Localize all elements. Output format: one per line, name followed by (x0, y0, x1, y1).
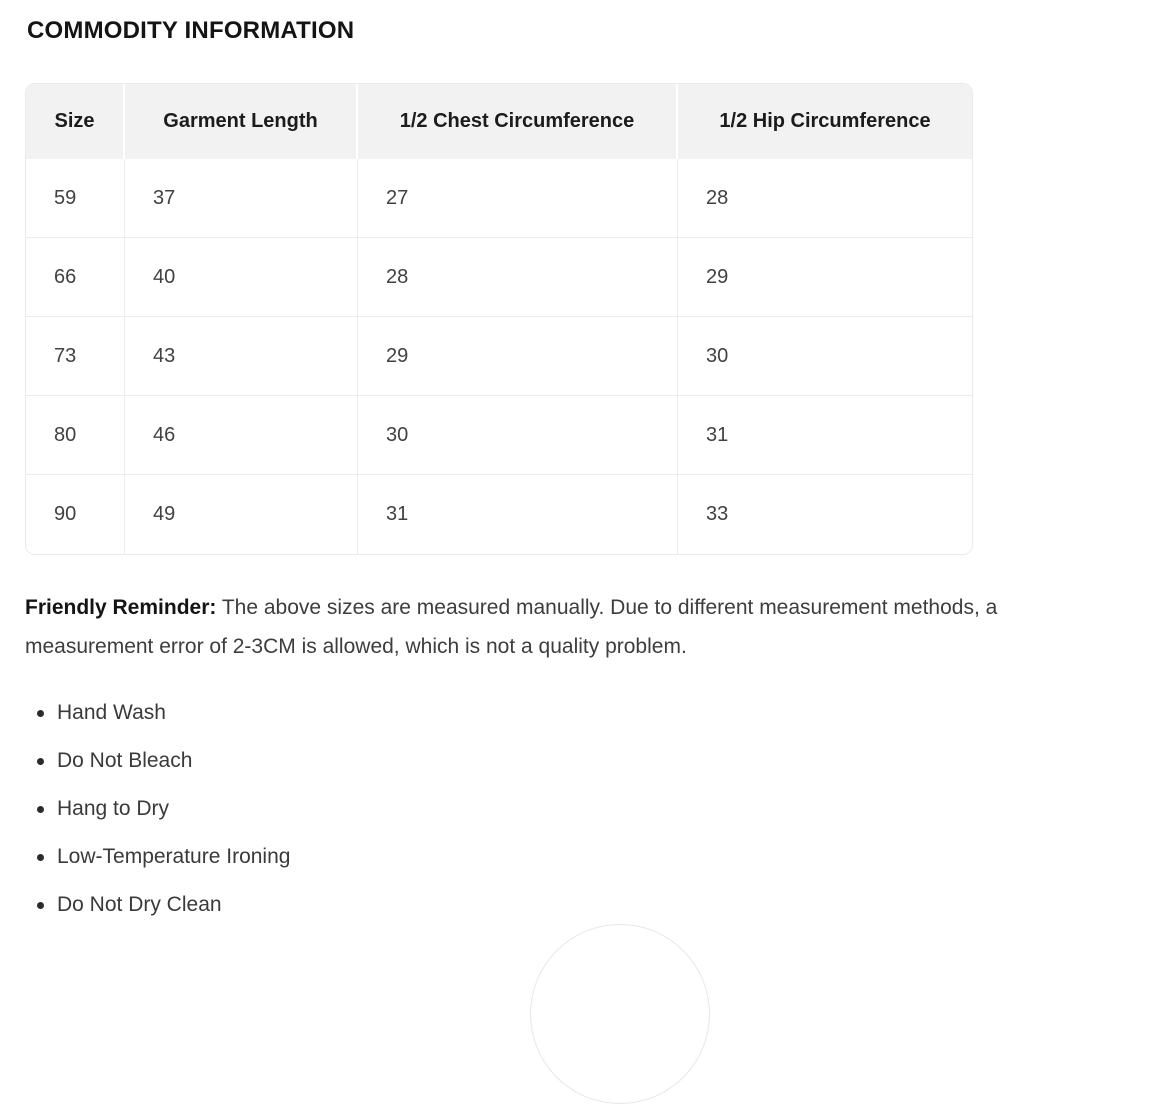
list-item-label: Do Not Dry Clean (57, 893, 222, 916)
table-row: 80 46 30 31 (26, 396, 972, 475)
table-cell: 49 (125, 475, 358, 554)
list-item: Hang to Dry (25, 785, 1172, 833)
list-item-label: Do Not Bleach (57, 749, 193, 772)
size-chart-table: Size Garment Length 1/2 Chest Circumfere… (26, 84, 972, 554)
bullet-icon (37, 853, 44, 861)
list-item: Do Not Bleach (25, 737, 1172, 785)
list-item-label: Hand Wash (57, 701, 166, 724)
table-cell: 30 (358, 396, 678, 475)
list-item: Low-Temperature Ironing (25, 833, 1172, 881)
list-item-label: Low-Temperature Ironing (57, 845, 291, 868)
table-cell: 28 (358, 238, 678, 317)
bullet-icon (37, 709, 44, 717)
table-cell: 31 (358, 475, 678, 554)
list-item: Do Not Dry Clean (25, 881, 1172, 929)
page-title: COMMODITY INFORMATION (27, 17, 355, 44)
table-cell: 28 (678, 159, 972, 238)
table-cell: 66 (26, 238, 125, 317)
column-header-chest-circumference: 1/2 Chest Circumference (358, 84, 678, 159)
table-cell: 29 (358, 317, 678, 396)
table-row: 90 49 31 33 (26, 475, 972, 554)
size-chart: Size Garment Length 1/2 Chest Circumfere… (25, 83, 973, 555)
care-instructions-list: Hand Wash Do Not Bleach Hang to Dry Low-… (25, 689, 1172, 929)
decorative-circle (530, 924, 710, 1104)
column-header-garment-length: Garment Length (125, 84, 358, 159)
table-cell: 43 (125, 317, 358, 396)
bullet-icon (37, 757, 44, 765)
table-cell: 37 (125, 159, 358, 238)
table-cell: 29 (678, 238, 972, 317)
table-cell: 59 (26, 159, 125, 238)
bullet-icon (37, 901, 44, 909)
list-item-label: Hang to Dry (57, 797, 170, 820)
friendly-reminder-label: Friendly Reminder: (25, 596, 217, 619)
table-cell: 80 (26, 396, 125, 475)
list-item: Hand Wash (25, 689, 1172, 737)
friendly-reminder: Friendly Reminder: The above sizes are m… (25, 588, 1125, 666)
table-cell: 30 (678, 317, 972, 396)
table-header-row: Size Garment Length 1/2 Chest Circumfere… (26, 84, 972, 159)
table-cell: 73 (26, 317, 125, 396)
column-header-size: Size (26, 84, 125, 159)
column-header-hip-circumference: 1/2 Hip Circumference (678, 84, 972, 159)
friendly-reminder-text: The above sizes are measured manually. D… (25, 596, 998, 658)
table-cell: 46 (125, 396, 358, 475)
bullet-icon (37, 805, 44, 813)
table-row: 59 37 27 28 (26, 159, 972, 238)
table-cell: 33 (678, 475, 972, 554)
table-cell: 40 (125, 238, 358, 317)
table-cell: 31 (678, 396, 972, 475)
table-row: 66 40 28 29 (26, 238, 972, 317)
table-cell: 27 (358, 159, 678, 238)
table-cell: 90 (26, 475, 125, 554)
table-row: 73 43 29 30 (26, 317, 972, 396)
